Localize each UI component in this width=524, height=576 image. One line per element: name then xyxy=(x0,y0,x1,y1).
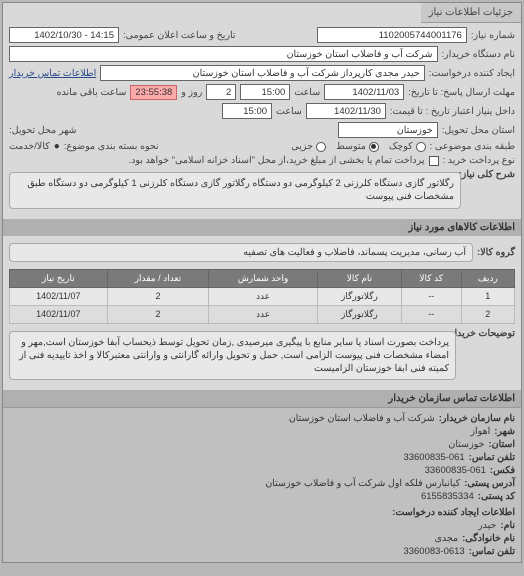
table-row: 1--رگلاتورگازعدد21402/11/07 xyxy=(10,287,515,305)
buyer-field: شرکت آب و فاضلاب استان خوزستان xyxy=(9,46,438,62)
main-panel: جزئیات اطلاعات نیاز شماره نیاز: 11020057… xyxy=(2,2,522,563)
table-cell: 2 xyxy=(107,287,209,305)
time-label-2: ساعت xyxy=(276,106,302,117)
budget-label: طبقه بندی موضوعی : xyxy=(430,141,515,152)
radio-partial[interactable]: جزیی xyxy=(291,141,326,152)
valid-date: 1402/11/30 xyxy=(306,103,386,119)
requester-label: ایجاد کننده درخواست: xyxy=(429,68,515,79)
announce-label: تاریخ و ساعت اعلان عمومی: xyxy=(123,30,236,41)
table-header: تاریخ نیاز xyxy=(10,269,108,287)
radio-medium[interactable]: متوسط xyxy=(336,141,379,152)
table-cell: 2 xyxy=(107,305,209,323)
remain-label: ساعت باقی مانده xyxy=(57,87,127,98)
creator-name: حیدر xyxy=(478,520,496,531)
org-section: نام سازمان خریدار: شرکت آب و فاضلاب استان… xyxy=(3,407,521,562)
days-label: روز و xyxy=(181,87,202,98)
itemkind-label: نحوه بسته بندی موضوع: xyxy=(64,141,159,152)
notes-box: پرداخت بصورت اسناد یا سایر منابع با پیگی… xyxy=(9,331,456,381)
creator-family: مجدی xyxy=(434,533,458,544)
org-province: خوزستان xyxy=(448,439,484,450)
creator-phone-label: تلفن تماس: xyxy=(469,546,515,557)
valid-label: داخل ینیاز اعتبار تاریخ : تا قیمت: xyxy=(390,106,515,117)
contact-link[interactable]: اطلاعات تماس خریدار xyxy=(9,68,96,79)
table-header: واحد شمارش xyxy=(209,269,318,287)
need-no-label: شماره نیاز: xyxy=(471,30,515,41)
valid-time: 15:00 xyxy=(222,103,272,119)
org-postal-label: کد پستی: xyxy=(478,491,515,502)
table-cell: -- xyxy=(401,305,461,323)
org-province-label: استان: xyxy=(488,439,515,450)
items-header: اطلاعات کالاهای مورد نیاز xyxy=(3,219,521,236)
items-table: ردیفکد کالانام کالاواحد شمارشتعداد / مقد… xyxy=(9,269,515,324)
cat-box: آب رسانی، مدیریت پسماند، فاضلاب و فعالیت… xyxy=(9,243,473,262)
pay-checkbox[interactable] xyxy=(429,156,439,166)
org-name: شرکت آب و فاضلاب استان خوزستان xyxy=(289,413,435,424)
province-label: استان محل تحویل: xyxy=(442,125,515,136)
table-cell: رگلاتورگاز xyxy=(317,305,401,323)
org-phone: 33600835-061 xyxy=(403,452,464,463)
org-header: اطلاعات تماس سازمان خریدار xyxy=(3,390,521,407)
desc-box: رگلاتور گازی دستگاه کلرزنی 2 کیلوگرمی دو… xyxy=(9,172,461,209)
table-cell: 1 xyxy=(461,287,514,305)
org-city-label: شهر: xyxy=(494,426,515,437)
table-row: 2--رگلاتورگازعدد21402/11/07 xyxy=(10,305,515,323)
org-address-label: آدرس پستی: xyxy=(464,478,515,489)
announce-field: 14:15 - 1402/10/30 xyxy=(9,27,119,43)
notes-label: توضیحات خریدار: xyxy=(460,328,515,339)
dot-icon: ● xyxy=(54,141,60,152)
org-postal: 6155835334 xyxy=(421,491,474,502)
need-details: شماره نیاز: 1102005744001176 تاریخ و ساع… xyxy=(3,23,521,219)
table-header: تعداد / مقدار xyxy=(107,269,209,287)
org-fax-label: فکس: xyxy=(490,465,515,476)
org-phone-label: تلفن تماس: xyxy=(469,452,515,463)
budget-radios: کوچک متوسط جزیی xyxy=(291,141,425,152)
radio-small-dot xyxy=(416,142,426,152)
need-no-field: 1102005744001176 xyxy=(317,27,467,43)
time-label-1: ساعت xyxy=(294,87,320,98)
buyer-label: نام دستگاه خریدار: xyxy=(442,49,516,60)
cat-label: گروه کالا: xyxy=(477,247,515,258)
deadline-time: 15:00 xyxy=(240,84,290,100)
table-cell: عدد xyxy=(209,287,318,305)
org-city: اهواز xyxy=(470,426,490,437)
creator-phone: 3360083-0613 xyxy=(403,546,464,557)
desc-label: شرح کلی نیاز: xyxy=(465,169,515,180)
table-header: نام کالا xyxy=(317,269,401,287)
table-cell: عدد xyxy=(209,305,318,323)
table-cell: رگلاتورگاز xyxy=(317,287,401,305)
table-cell: 1402/11/07 xyxy=(10,305,108,323)
deadline-date: 1402/11/03 xyxy=(324,84,404,100)
radio-medium-dot xyxy=(369,142,379,152)
org-name-label: نام سازمان خریدار: xyxy=(439,413,515,424)
items-section: گروه کالا: آب رسانی، مدیریت پسماند، فاضل… xyxy=(3,236,521,391)
days-field: 2 xyxy=(206,84,236,100)
org-address: کیانبارس فلکه اول شرکت آب و فاضلاب خوزست… xyxy=(265,478,460,489)
city-label: شهر محل تحویل: xyxy=(9,125,76,136)
countdown: 23:55:38 xyxy=(130,85,177,100)
creator-family-label: نام خانوادگی: xyxy=(462,533,515,544)
org-fax: 33600835-061 xyxy=(425,465,486,476)
creator-name-label: نام: xyxy=(500,520,515,531)
table-header: ردیف xyxy=(461,269,514,287)
table-header: کد کالا xyxy=(401,269,461,287)
table-cell: 2 xyxy=(461,305,514,323)
panel-tab: جزئیات اطلاعات نیاز xyxy=(421,3,521,23)
creator-header: اطلاعات ایجاد کننده درخواست: xyxy=(392,507,515,518)
table-cell: 1402/11/07 xyxy=(10,287,108,305)
deadline-label: مهلت ارسال پاسخ: تا تاریخ: xyxy=(408,87,515,98)
pay-checkbox-label: پرداخت تمام یا بخشی از مبلغ خرید،از محل … xyxy=(128,155,424,166)
requester-field: حیدر مجدی کارپرداز شرکت آب و فاضلاب استا… xyxy=(100,65,425,81)
table-cell: -- xyxy=(401,287,461,305)
radio-partial-dot xyxy=(316,142,326,152)
radio-small[interactable]: کوچک xyxy=(389,141,426,152)
paytype-label: نوع پرداخت خرید : xyxy=(443,155,515,166)
province-field: خوزستان xyxy=(338,122,438,138)
